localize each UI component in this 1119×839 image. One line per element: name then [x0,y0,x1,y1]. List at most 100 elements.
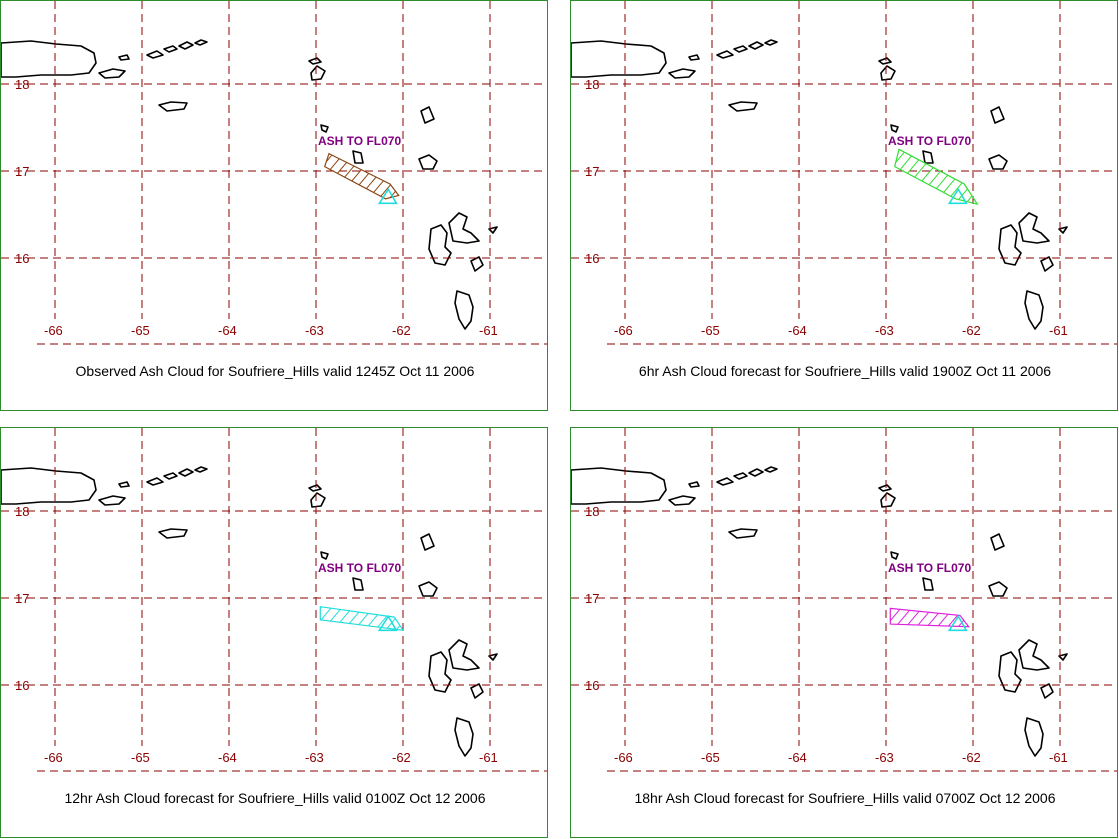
lat-tick-label: 17 [15,164,29,179]
coastline [118,54,130,61]
coastline [428,651,452,693]
ash-map-panel-3: 18 17 16 -66 -65 -64 -63 -62 -61 ASH TO FL070 18h… [570,427,1118,838]
coastline [178,41,194,50]
map-canvas: 18 17 16 -66 -65 -64 -63 -62 -61 ASH TO FL070 [571,428,1117,772]
coastline [1040,256,1054,272]
ash-cloud-label: ASH TO FL070 [888,561,971,575]
coastline [1058,226,1068,234]
coastline [1,40,97,78]
lat-tick-label: 18 [15,504,29,519]
coastline [990,106,1005,124]
lat-tick-label: 16 [15,251,29,266]
coastline [454,717,474,757]
coastline [988,581,1008,597]
volcano-marker-icon [947,614,968,632]
coastline [308,484,322,492]
coastline [420,106,435,124]
coastline [1018,212,1050,244]
coastline [310,492,326,508]
coastline [716,50,734,59]
coastline [922,150,934,164]
coastline [890,124,899,133]
panel-caption: 6hr Ash Cloud forecast for Soufriere_Hil… [638,363,1052,379]
lon-tick-label: -62 [962,750,981,765]
ash-map-panel-1: 18 17 16 -66 -65 -64 -63 -62 -61 ASH TO FL070 6hr… [570,0,1118,411]
coastline [748,41,764,50]
map-canvas: 18 17 16 -66 -65 -64 -63 -62 -61 ASH TO FL070 [1,1,547,345]
coastline [163,45,178,53]
volcano-marker-icon [377,614,398,632]
coastline [118,481,130,488]
coastline [571,40,667,78]
lon-tick-label: -62 [392,323,411,338]
coastline [158,101,188,112]
lon-tick-label: -64 [788,323,807,338]
coastline [320,124,329,133]
lon-tick-label: -61 [479,750,498,765]
lon-tick-label: -61 [1049,323,1068,338]
volcano-marker-icon [947,187,968,205]
coastline [922,577,934,591]
lon-tick-label: -61 [1049,750,1068,765]
coastline [470,256,484,272]
lon-tick-label: -64 [788,750,807,765]
coastline [998,651,1022,693]
coastline [448,639,480,671]
coastline [1018,639,1050,671]
coastline [878,57,892,65]
coastline [163,472,178,480]
coastline [352,577,364,591]
coastline [146,50,164,59]
coastline [688,481,700,488]
lat-tick-label: 17 [585,591,599,606]
panel-caption: 12hr Ash Cloud forecast for Soufriere_Hi… [64,790,486,806]
lon-tick-label: -64 [218,323,237,338]
coastline [454,290,474,330]
coastline [158,528,188,539]
coastline [1024,290,1044,330]
lat-tick-label: 18 [15,77,29,92]
coastline [418,154,438,170]
coastline [352,150,364,164]
lon-tick-label: -65 [131,750,150,765]
coastline [748,468,764,477]
coastline [418,581,438,597]
coastline [428,224,452,266]
coastline [988,154,1008,170]
ash-cloud-area [319,606,405,631]
coastline [878,484,892,492]
coastline [571,467,667,505]
ash-cloud-label: ASH TO FL070 [888,134,971,148]
coastline [1,467,97,505]
coastline [310,65,326,81]
coastline [890,551,899,560]
volcano-marker-icon [377,187,398,205]
coastline [320,551,329,560]
coastline [178,468,194,477]
lon-tick-label: -66 [614,323,633,338]
lon-tick-label: -62 [962,323,981,338]
coastline [880,492,896,508]
ash-map-panel-2: 18 17 16 -66 -65 -64 -63 -62 -61 ASH TO FL070 12h… [0,427,548,838]
map-canvas: 18 17 16 -66 -65 -64 -63 -62 -61 ASH TO FL070 [571,1,1117,345]
lat-tick-label: 16 [585,251,599,266]
lon-tick-label: -62 [392,750,411,765]
coastline [1040,683,1054,699]
coastline [470,683,484,699]
coastline [733,472,748,480]
coastline [1058,653,1068,661]
coastline [668,68,696,79]
coastline [728,101,758,112]
panel-caption: Observed Ash Cloud for Soufriere_Hills v… [75,363,475,379]
coastline [990,533,1005,551]
coastline [98,68,126,79]
lat-tick-label: 17 [585,164,599,179]
map-canvas: 18 17 16 -66 -65 -64 -63 -62 -61 ASH TO FL070 [1,428,547,772]
ash-cloud-area [889,607,970,628]
lon-tick-label: -66 [44,750,63,765]
lat-tick-label: 16 [585,678,599,693]
lon-tick-label: -66 [44,323,63,338]
lon-tick-label: -63 [305,750,324,765]
coastline [668,495,696,506]
coastline [998,224,1022,266]
